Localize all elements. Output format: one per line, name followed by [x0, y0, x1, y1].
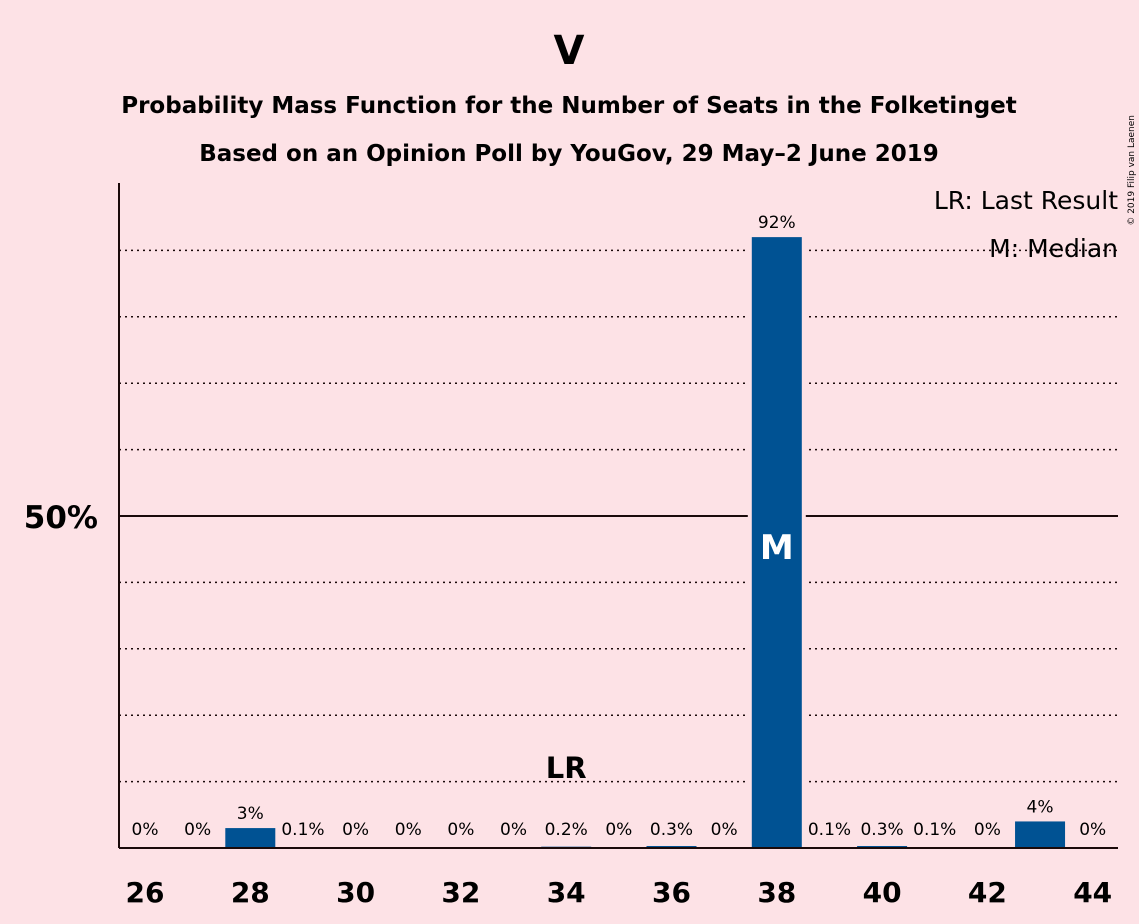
bar-label-40: 0.3%	[860, 820, 903, 840]
x-tick-26: 26	[126, 876, 165, 909]
bar-label-30: 0%	[342, 820, 369, 840]
x-tick-42: 42	[968, 876, 1007, 909]
bar-label-33: 0%	[500, 820, 527, 840]
bar-label-27: 0%	[184, 820, 211, 840]
x-tick-32: 32	[441, 876, 480, 909]
copyright: © 2019 Filip van Laenen	[1127, 115, 1137, 226]
bar-label-37: 0%	[711, 820, 738, 840]
bar-label-34: 0.2%	[545, 820, 588, 840]
axes	[118, 183, 1118, 849]
bar-label-28: 3%	[237, 804, 264, 824]
x-tick-36: 36	[652, 876, 691, 909]
bar-label-26: 0%	[132, 820, 159, 840]
x-tick-28: 28	[231, 876, 270, 909]
bar-label-36: 0.3%	[650, 820, 693, 840]
x-tick-34: 34	[547, 876, 586, 909]
bar-label-29: 0.1%	[281, 820, 324, 840]
bar-label-38: 92%	[758, 213, 796, 233]
bar-labels: 0% 0% 3% 0.1% 0% 0% 0% 0% 0.2% 0% 0.3% 0% 92% 0.1% 0.3…	[132, 213, 1107, 840]
bar-38	[751, 237, 802, 848]
bar-label-41: 0.1%	[913, 820, 956, 840]
x-tick-38: 38	[757, 876, 796, 909]
bar-label-42: 0%	[974, 820, 1001, 840]
bar-28	[225, 828, 276, 848]
bar-label-32: 0%	[447, 820, 474, 840]
bar-43	[1015, 821, 1066, 848]
ticks: 26 28 30 32 34 36 38 40 42 44 50%	[24, 500, 1112, 909]
chart-subtitle-line-2: Based on an Opinion Poll by YouGov, 29 M…	[199, 141, 939, 167]
x-tick-40: 40	[863, 876, 902, 909]
x-tick-44: 44	[1073, 876, 1112, 909]
bar-label-35: 0%	[605, 820, 632, 840]
bar-label-43: 4%	[1027, 797, 1054, 817]
chart-title: V	[554, 28, 585, 74]
bars	[225, 237, 1066, 848]
grid	[119, 249, 1118, 783]
median-marker: M	[760, 528, 794, 568]
bar-label-39: 0.1%	[808, 820, 851, 840]
bar-label-44: 0%	[1079, 820, 1106, 840]
chart-subtitle-line-1: Probability Mass Function for the Number…	[121, 93, 1017, 119]
y-tick-50: 50%	[24, 500, 98, 536]
last-result-marker: LR	[546, 751, 587, 785]
legend-median: M: Median	[989, 234, 1118, 263]
x-tick-30: 30	[336, 876, 375, 909]
legend-last-result: LR: Last Result	[934, 186, 1118, 215]
bar-label-31: 0%	[395, 820, 422, 840]
